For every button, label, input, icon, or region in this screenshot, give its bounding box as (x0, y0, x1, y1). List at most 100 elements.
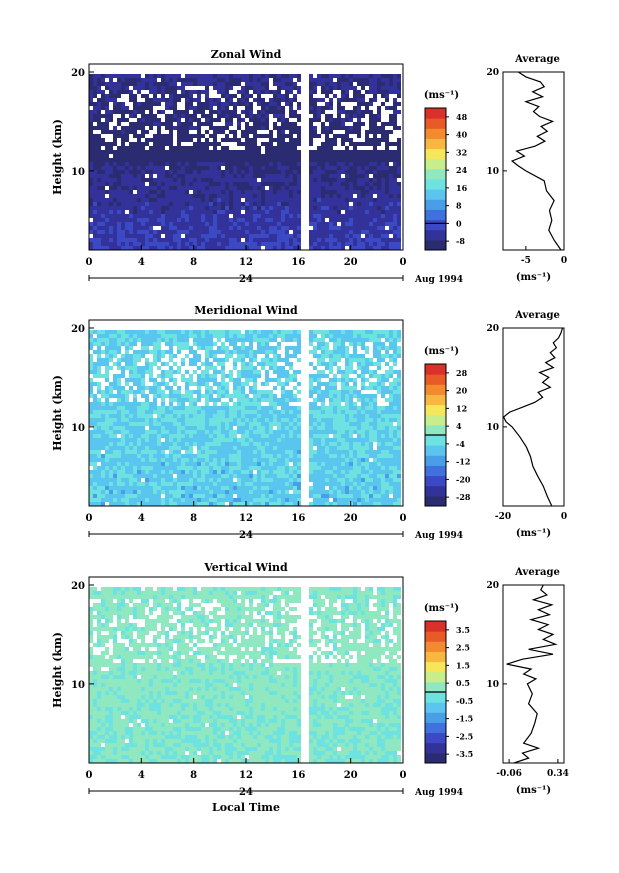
heatmap-cell (97, 202, 101, 206)
heatmap-cell (277, 498, 281, 502)
heatmap-cell (345, 474, 349, 478)
heatmap-cell (125, 226, 129, 230)
heatmap-cell (185, 90, 189, 94)
heatmap-cell (321, 74, 325, 78)
heatmap-cell (93, 178, 97, 182)
heatmap-cell (293, 166, 297, 170)
heatmap-cell (125, 470, 129, 474)
heatmap-cell (121, 178, 125, 182)
heatmap-cell (361, 226, 365, 230)
heatmap-cell (153, 418, 157, 422)
heatmap-cell (281, 246, 285, 250)
heatmap-cell (209, 406, 213, 410)
heatmap-cell (357, 218, 361, 222)
heatmap-cell (345, 494, 349, 498)
heatmap-cell (285, 498, 289, 502)
heatmap-cell (341, 414, 345, 418)
heatmap-cell (129, 98, 133, 102)
heatmap-cell (193, 214, 197, 218)
heatmap-cell (225, 406, 229, 410)
heatmap-cell (285, 450, 289, 454)
heatmap-cell (201, 170, 205, 174)
heatmap-cell (361, 182, 365, 186)
heatmap-cell (193, 118, 197, 122)
heatmap-cell (245, 90, 249, 94)
heatmap-cell (249, 446, 253, 450)
heatmap-cell (297, 226, 301, 230)
heatmap-cell (157, 230, 161, 234)
heatmap-cell (329, 470, 333, 474)
heatmap-cell (105, 98, 109, 102)
heatmap-cell (141, 498, 145, 502)
heatmap-cell (369, 418, 373, 422)
heatmap-cell (173, 458, 177, 462)
heatmap-cell (113, 246, 117, 250)
heatmap-cell (349, 474, 353, 478)
heatmap-cell (353, 114, 357, 118)
heatmap-cell (353, 450, 357, 454)
heatmap-cell (341, 214, 345, 218)
heatmap-cell (285, 190, 289, 194)
heatmap-cell (189, 174, 193, 178)
heatmap-cell (201, 78, 205, 82)
heatmap-cell (341, 78, 345, 82)
heatmap-cell (229, 202, 233, 206)
heatmap-cell (253, 494, 257, 498)
heatmap-cell (369, 150, 373, 154)
heatmap-cell (225, 78, 229, 82)
heatmap-cell (245, 130, 249, 134)
heatmap-cell (193, 222, 197, 226)
heatmap-cell (245, 426, 249, 430)
heatmap-cell (353, 246, 357, 250)
heatmap-cell (241, 242, 245, 246)
heatmap-cell (345, 166, 349, 170)
heatmap-cell (145, 410, 149, 414)
heatmap-cell (193, 422, 197, 426)
heatmap-cell (337, 426, 341, 430)
heatmap-cell (381, 486, 385, 490)
heatmap-cell (133, 398, 137, 402)
heatmap-cell (353, 438, 357, 442)
heatmap-cell (385, 174, 389, 178)
heatmap-cell (241, 166, 245, 170)
heatmap-cell (245, 226, 249, 230)
heatmap-cell (261, 174, 265, 178)
heatmap-cell (209, 434, 213, 438)
heatmap-cell (189, 398, 193, 402)
date-label: Aug 1994 (414, 275, 463, 285)
heatmap-cell (289, 426, 293, 430)
heatmap-cell (145, 142, 149, 146)
heatmap-cell (313, 170, 317, 174)
heatmap-cell (249, 158, 253, 162)
heatmap-cell (369, 238, 373, 242)
heatmap-cell (325, 226, 329, 230)
heatmap-cell (321, 142, 325, 146)
heatmap-cell (253, 130, 257, 134)
heatmap-cell (173, 430, 177, 434)
heatmap-cell (257, 242, 261, 246)
heatmap-cell (181, 166, 185, 170)
heatmap-cell (205, 422, 209, 426)
heatmap-cell (233, 242, 237, 246)
heatmap-cell (141, 482, 145, 486)
heatmap-cell (337, 450, 341, 454)
heatmap-cell (341, 158, 345, 162)
heatmap-cell (373, 486, 377, 490)
heatmap-cell (273, 486, 277, 490)
heatmap-cell (101, 74, 105, 78)
heatmap-cell (389, 194, 393, 198)
heatmap-cell (285, 94, 289, 98)
heatmap-cell (341, 94, 345, 98)
heatmap-cell (153, 426, 157, 430)
heatmap-cell (245, 126, 249, 130)
heatmap-cell (393, 418, 397, 422)
heatmap-cell (369, 222, 373, 226)
heatmap-cell (209, 186, 213, 190)
heatmap-cell (373, 470, 377, 474)
heatmap-cell (345, 422, 349, 426)
heatmap-cell (313, 462, 317, 466)
heatmap-cell (245, 450, 249, 454)
heatmap-cell (349, 194, 353, 198)
heatmap-cell (89, 462, 93, 466)
heatmap-cell (373, 434, 377, 438)
